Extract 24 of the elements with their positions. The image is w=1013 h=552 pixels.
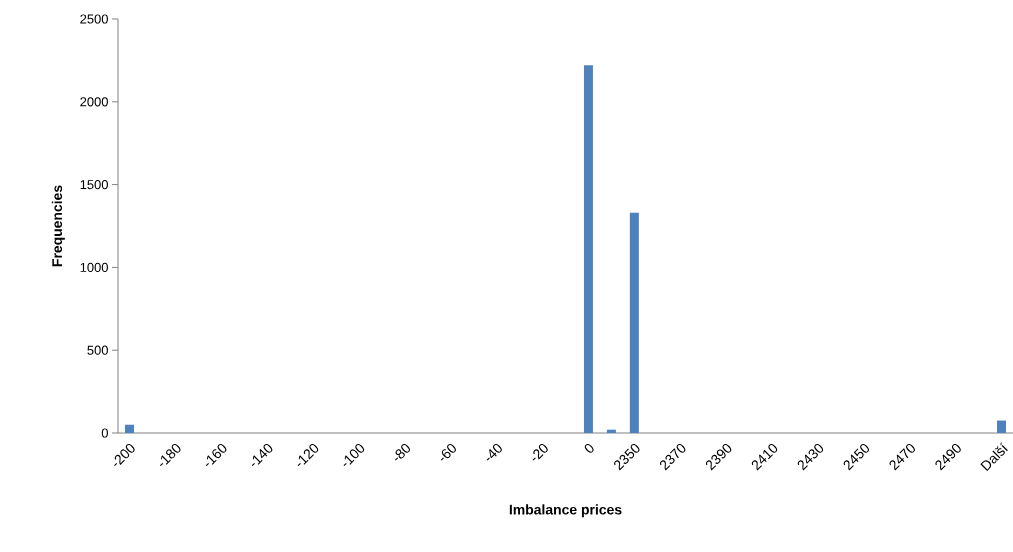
bar bbox=[583, 65, 593, 433]
bar bbox=[629, 212, 639, 433]
bar bbox=[124, 424, 134, 433]
x-axis-title: Imbalance prices bbox=[509, 504, 622, 518]
x-tick-label: -40 bbox=[486, 443, 502, 461]
x-tick-label: -120 bbox=[297, 443, 319, 467]
y-tick-label: 1500 bbox=[80, 180, 108, 190]
y-tick-label: 0 bbox=[101, 428, 108, 438]
x-tick-label: -160 bbox=[205, 443, 227, 467]
x-tick-label: -140 bbox=[251, 443, 273, 467]
y-tick-label: 2500 bbox=[80, 14, 108, 24]
x-tick-label: -20 bbox=[532, 443, 548, 461]
y-axis-title: Frequencies bbox=[51, 185, 65, 267]
bar bbox=[997, 420, 1007, 433]
x-tick-label: -60 bbox=[440, 443, 456, 461]
x-tick-label: -100 bbox=[343, 443, 365, 467]
x-tick-label: -80 bbox=[394, 443, 411, 461]
y-tick-label: 2000 bbox=[80, 97, 108, 107]
x-tick-label: 0 bbox=[584, 443, 594, 453]
y-tick-label: 1000 bbox=[80, 262, 108, 272]
bar bbox=[606, 429, 616, 433]
x-tick-label: -200 bbox=[114, 443, 135, 467]
y-tick-label: 500 bbox=[87, 345, 108, 355]
x-tick-label: -180 bbox=[159, 443, 181, 467]
